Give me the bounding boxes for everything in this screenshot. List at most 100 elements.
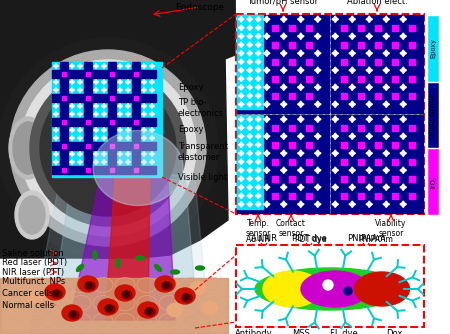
Text: Temp.
sensor: Temp. sensor xyxy=(245,219,271,238)
Bar xyxy=(392,176,398,182)
Text: IrOₓ: IrOₓ xyxy=(430,175,436,188)
Polygon shape xyxy=(256,102,261,107)
Bar xyxy=(289,193,295,199)
Polygon shape xyxy=(247,59,252,64)
Polygon shape xyxy=(117,63,122,68)
Polygon shape xyxy=(238,176,244,182)
Bar xyxy=(341,93,346,99)
Bar xyxy=(254,83,262,92)
Bar xyxy=(92,142,100,150)
Polygon shape xyxy=(315,33,321,39)
Bar xyxy=(341,42,346,48)
Bar xyxy=(246,191,254,200)
Polygon shape xyxy=(280,16,287,22)
Bar xyxy=(84,126,92,134)
Polygon shape xyxy=(264,84,270,91)
Bar xyxy=(84,62,92,70)
Polygon shape xyxy=(349,201,356,207)
Text: Ablation elect.: Ablation elect. xyxy=(346,0,407,6)
Bar xyxy=(237,40,246,49)
Polygon shape xyxy=(94,63,99,68)
Polygon shape xyxy=(94,88,99,93)
Bar xyxy=(272,142,278,148)
Polygon shape xyxy=(366,167,373,173)
Bar xyxy=(132,142,140,150)
Bar xyxy=(134,144,139,148)
Bar xyxy=(134,71,139,76)
Polygon shape xyxy=(85,0,235,65)
Polygon shape xyxy=(280,116,287,123)
Polygon shape xyxy=(264,184,270,190)
Bar xyxy=(358,125,364,131)
Bar xyxy=(375,193,381,199)
Polygon shape xyxy=(238,167,244,173)
Polygon shape xyxy=(383,150,390,157)
Text: PNIPAAm: PNIPAAm xyxy=(347,234,385,243)
Polygon shape xyxy=(117,136,122,141)
Bar xyxy=(254,49,262,57)
Polygon shape xyxy=(149,88,154,93)
Polygon shape xyxy=(126,112,130,117)
Bar xyxy=(306,42,312,48)
Bar xyxy=(392,159,398,165)
Text: Endoscope: Endoscope xyxy=(176,3,225,12)
Ellipse shape xyxy=(78,264,82,273)
Bar xyxy=(254,183,262,191)
Polygon shape xyxy=(400,167,406,173)
Polygon shape xyxy=(54,112,58,117)
Polygon shape xyxy=(54,136,58,141)
Bar xyxy=(246,141,254,149)
Text: PDT dye: PDT dye xyxy=(292,234,326,243)
Bar xyxy=(92,94,100,102)
Bar xyxy=(52,118,60,126)
Polygon shape xyxy=(332,116,338,123)
Bar xyxy=(254,15,262,23)
Polygon shape xyxy=(400,116,406,123)
Polygon shape xyxy=(238,193,244,198)
Polygon shape xyxy=(94,151,99,157)
Polygon shape xyxy=(256,193,261,198)
Polygon shape xyxy=(366,101,373,108)
Polygon shape xyxy=(238,150,244,156)
Polygon shape xyxy=(126,104,130,109)
Bar xyxy=(289,59,295,65)
Bar xyxy=(116,142,124,150)
Bar xyxy=(246,124,254,132)
Bar xyxy=(62,168,67,172)
Bar xyxy=(246,15,254,23)
Polygon shape xyxy=(264,150,270,157)
Polygon shape xyxy=(141,79,147,85)
Polygon shape xyxy=(366,16,373,22)
Bar xyxy=(108,166,116,174)
Bar xyxy=(132,62,140,70)
Bar xyxy=(237,15,329,113)
Bar xyxy=(60,134,68,142)
Bar xyxy=(272,76,278,82)
Bar xyxy=(108,70,116,78)
Ellipse shape xyxy=(45,284,65,300)
Polygon shape xyxy=(141,88,147,93)
Bar xyxy=(331,15,423,113)
Text: Au NR: Au NR xyxy=(251,234,277,243)
Bar xyxy=(84,166,92,174)
Polygon shape xyxy=(69,136,75,141)
Bar xyxy=(246,115,254,124)
Bar xyxy=(289,176,295,182)
Bar xyxy=(272,125,278,131)
Polygon shape xyxy=(256,59,261,64)
Polygon shape xyxy=(126,128,130,133)
Bar xyxy=(428,83,438,147)
Bar xyxy=(237,132,246,141)
Ellipse shape xyxy=(122,291,132,299)
Polygon shape xyxy=(280,50,287,56)
Polygon shape xyxy=(349,167,356,173)
Bar xyxy=(237,15,246,23)
Ellipse shape xyxy=(197,265,203,272)
Text: Cancer cells: Cancer cells xyxy=(2,290,54,299)
Polygon shape xyxy=(126,136,130,141)
Bar xyxy=(254,92,262,100)
Polygon shape xyxy=(383,50,390,56)
Polygon shape xyxy=(315,67,321,73)
Polygon shape xyxy=(238,85,244,90)
Polygon shape xyxy=(332,167,338,173)
